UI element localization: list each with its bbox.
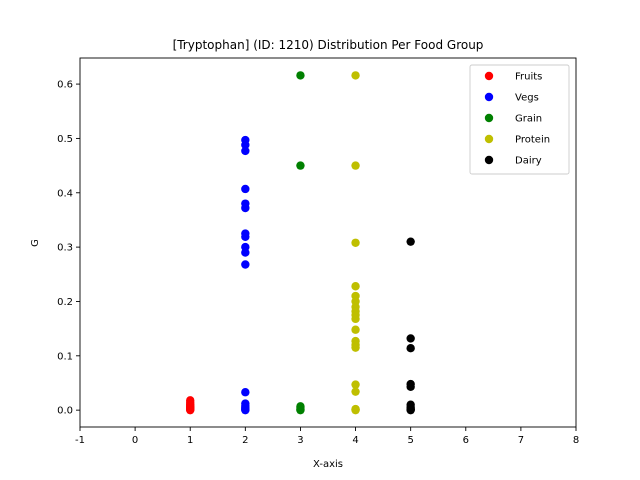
y-tick-label: 0.4 (57, 188, 73, 199)
x-tick-label: 4 (352, 435, 358, 446)
point-protein (351, 343, 360, 352)
x-tick-label: 6 (463, 435, 469, 446)
legend-marker-dairy (484, 155, 494, 165)
y-tick-label: 0.3 (57, 243, 73, 254)
legend-label-dairy: Dairy (515, 156, 542, 167)
point-vegs (241, 140, 250, 150)
x-tick-label: 1 (187, 435, 193, 446)
y-axis-label: G (30, 239, 41, 247)
point-grain (296, 161, 305, 170)
legend: Fruits Vegs Grain Protein Dairy (469, 64, 570, 175)
x-tick-label: 0 (132, 435, 138, 446)
point-protein (351, 161, 360, 170)
legend-label-fruits: Fruits (515, 72, 542, 83)
legend-label-vegs: Vegs (515, 93, 539, 104)
x-axis: -1 0 1 2 3 4 5 6 7 8 (75, 427, 579, 446)
point-dairy (406, 334, 415, 343)
legend-marker-protein (484, 134, 494, 144)
point-vegs (241, 248, 250, 257)
x-axis-label: X-axis (313, 459, 343, 470)
point-vegs (241, 388, 250, 397)
plot-area (79, 57, 577, 428)
x-tick-label: 3 (297, 435, 303, 446)
point-grain (296, 71, 305, 80)
point-protein (351, 405, 360, 415)
x-tick-label: 8 (573, 435, 579, 446)
x-tick-label: -1 (75, 435, 85, 446)
point-grain (296, 405, 305, 415)
point-dairy (406, 405, 415, 415)
point-vegs (241, 260, 250, 269)
point-protein (351, 325, 360, 334)
point-vegs (241, 146, 250, 156)
x-tick-label: 2 (242, 435, 248, 446)
chart-title: [Tryptophan] (ID: 1210) Distribution Per… (173, 38, 484, 52)
legend-frame (469, 64, 570, 175)
legend-label-grain: Grain (515, 114, 542, 125)
legend-marker-grain (484, 113, 494, 123)
y-tick-label: 0.6 (57, 80, 73, 91)
point-protein (351, 387, 360, 396)
legend-marker-fruits (484, 71, 494, 81)
point-protein (351, 282, 360, 291)
point-dairy (406, 237, 415, 246)
point-dairy (406, 382, 415, 391)
point-vegs (241, 184, 250, 194)
point-protein (351, 238, 360, 247)
x-tick-label: 5 (407, 435, 413, 446)
point-protein (351, 380, 360, 389)
legend-marker-vegs (484, 92, 494, 102)
point-vegs (241, 203, 250, 213)
point-vegs (241, 405, 250, 415)
x-tick-label: 7 (518, 435, 524, 446)
y-axis: 0.0 0.1 0.2 0.3 0.4 0.5 0.6 (57, 80, 80, 417)
point-vegs (241, 232, 250, 241)
y-tick-label: 0.1 (57, 351, 73, 362)
plot-frame (79, 57, 577, 428)
y-tick-label: 0.0 (57, 406, 73, 417)
y-tick-label: 0.2 (57, 297, 73, 308)
point-protein (351, 71, 360, 80)
y-tick-label: 0.5 (57, 134, 73, 145)
legend-label-protein: Protein (515, 135, 550, 146)
point-fruits (186, 405, 195, 415)
point-dairy (406, 344, 415, 353)
point-protein (351, 314, 360, 324)
